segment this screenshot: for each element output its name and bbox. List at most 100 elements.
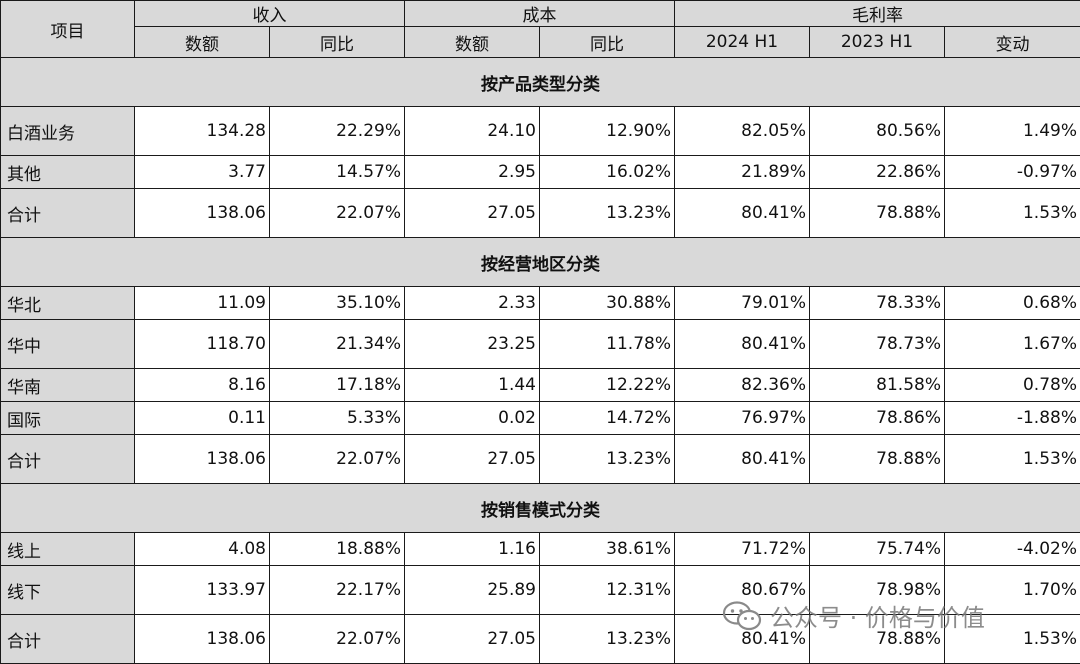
- row-label: 白酒业务: [1, 107, 135, 156]
- header-cost: 成本: [405, 1, 675, 27]
- cell: 27.05: [405, 435, 540, 484]
- cell: 22.17%: [270, 566, 405, 615]
- cell: 71.72%: [675, 533, 810, 566]
- table-row: 华中 118.70 21.34% 23.25 11.78% 80.41% 78.…: [1, 320, 1080, 369]
- cell: 2.95: [405, 156, 540, 189]
- row-label: 华南: [1, 369, 135, 402]
- cell: 138.06: [135, 189, 270, 238]
- cell: 78.73%: [810, 320, 945, 369]
- cell: 27.05: [405, 615, 540, 664]
- table-row: 线上 4.08 18.88% 1.16 38.61% 71.72% 75.74%…: [1, 533, 1080, 566]
- table-row: 华南 8.16 17.18% 1.44 12.22% 82.36% 81.58%…: [1, 369, 1080, 402]
- row-label: 合计: [1, 615, 135, 664]
- cell: 22.07%: [270, 615, 405, 664]
- cell: 0.68%: [945, 287, 1080, 320]
- cell: -4.02%: [945, 533, 1080, 566]
- table-row: 白酒业务 134.28 22.29% 24.10 12.90% 82.05% 8…: [1, 107, 1080, 156]
- header-sub: 数额: [405, 27, 540, 58]
- cell: 75.74%: [810, 533, 945, 566]
- cell: 133.97: [135, 566, 270, 615]
- cell: 82.36%: [675, 369, 810, 402]
- cell: 24.10: [405, 107, 540, 156]
- cell: 79.01%: [675, 287, 810, 320]
- table-row: 线下 133.97 22.17% 25.89 12.31% 80.67% 78.…: [1, 566, 1080, 615]
- cell: 12.22%: [540, 369, 675, 402]
- cell: 81.58%: [810, 369, 945, 402]
- cell: 80.41%: [675, 435, 810, 484]
- row-label: 华中: [1, 320, 135, 369]
- cell: 78.88%: [810, 435, 945, 484]
- cell: 80.67%: [675, 566, 810, 615]
- cell: 1.70%: [945, 566, 1080, 615]
- cell: 1.53%: [945, 615, 1080, 664]
- cell: 2.33: [405, 287, 540, 320]
- cell: 134.28: [135, 107, 270, 156]
- table-row: 华北 11.09 35.10% 2.33 30.88% 79.01% 78.33…: [1, 287, 1080, 320]
- cell: 78.33%: [810, 287, 945, 320]
- header-sub: 2023 H1: [810, 27, 945, 58]
- cell: 14.57%: [270, 156, 405, 189]
- header-sub: 数额: [135, 27, 270, 58]
- cell: -1.88%: [945, 402, 1080, 435]
- cell: 3.77: [135, 156, 270, 189]
- cell: 80.41%: [675, 615, 810, 664]
- cell: 78.86%: [810, 402, 945, 435]
- cell: 12.90%: [540, 107, 675, 156]
- table-row: 合计 138.06 22.07% 27.05 13.23% 80.41% 78.…: [1, 189, 1080, 238]
- row-label: 合计: [1, 435, 135, 484]
- cell: 1.67%: [945, 320, 1080, 369]
- cell: 14.72%: [540, 402, 675, 435]
- row-label: 华北: [1, 287, 135, 320]
- cell: 80.56%: [810, 107, 945, 156]
- cell: 1.44: [405, 369, 540, 402]
- cell: 11.09: [135, 287, 270, 320]
- cell: 1.53%: [945, 189, 1080, 238]
- cell: 27.05: [405, 189, 540, 238]
- header-sub: 同比: [270, 27, 405, 58]
- cell: 78.88%: [810, 615, 945, 664]
- cell: 8.16: [135, 369, 270, 402]
- header-item: 项目: [1, 1, 135, 58]
- cell: 11.78%: [540, 320, 675, 369]
- cell: 80.41%: [675, 320, 810, 369]
- section-title: 按销售模式分类: [1, 484, 1080, 533]
- section-title: 按产品类型分类: [1, 58, 1080, 107]
- cell: 1.53%: [945, 435, 1080, 484]
- header-sub: 2024 H1: [675, 27, 810, 58]
- header-margin: 毛利率: [675, 1, 1080, 27]
- cell: 23.25: [405, 320, 540, 369]
- row-label: 合计: [1, 189, 135, 238]
- cell: 78.88%: [810, 189, 945, 238]
- cell: 17.18%: [270, 369, 405, 402]
- cell: 1.16: [405, 533, 540, 566]
- table-row: 其他 3.77 14.57% 2.95 16.02% 21.89% 22.86%…: [1, 156, 1080, 189]
- cell: 13.23%: [540, 615, 675, 664]
- cell: -0.97%: [945, 156, 1080, 189]
- table-row: 国际 0.11 5.33% 0.02 14.72% 76.97% 78.86% …: [1, 402, 1080, 435]
- cell: 138.06: [135, 435, 270, 484]
- cell: 13.23%: [540, 435, 675, 484]
- cell: 16.02%: [540, 156, 675, 189]
- row-label: 线下: [1, 566, 135, 615]
- cell: 5.33%: [270, 402, 405, 435]
- cell: 22.86%: [810, 156, 945, 189]
- cell: 82.05%: [675, 107, 810, 156]
- cell: 21.34%: [270, 320, 405, 369]
- row-label: 线上: [1, 533, 135, 566]
- cell: 35.10%: [270, 287, 405, 320]
- cell: 25.89: [405, 566, 540, 615]
- cell: 30.88%: [540, 287, 675, 320]
- row-label: 其他: [1, 156, 135, 189]
- cell: 1.49%: [945, 107, 1080, 156]
- cell: 80.41%: [675, 189, 810, 238]
- cell: 78.98%: [810, 566, 945, 615]
- section-title: 按经营地区分类: [1, 238, 1080, 287]
- cell: 118.70: [135, 320, 270, 369]
- cell: 4.08: [135, 533, 270, 566]
- table-row: 合计 138.06 22.07% 27.05 13.23% 80.41% 78.…: [1, 435, 1080, 484]
- cell: 138.06: [135, 615, 270, 664]
- header-sub: 变动: [945, 27, 1080, 58]
- cell: 0.11: [135, 402, 270, 435]
- table-row: 合计 138.06 22.07% 27.05 13.23% 80.41% 78.…: [1, 615, 1080, 664]
- cell: 21.89%: [675, 156, 810, 189]
